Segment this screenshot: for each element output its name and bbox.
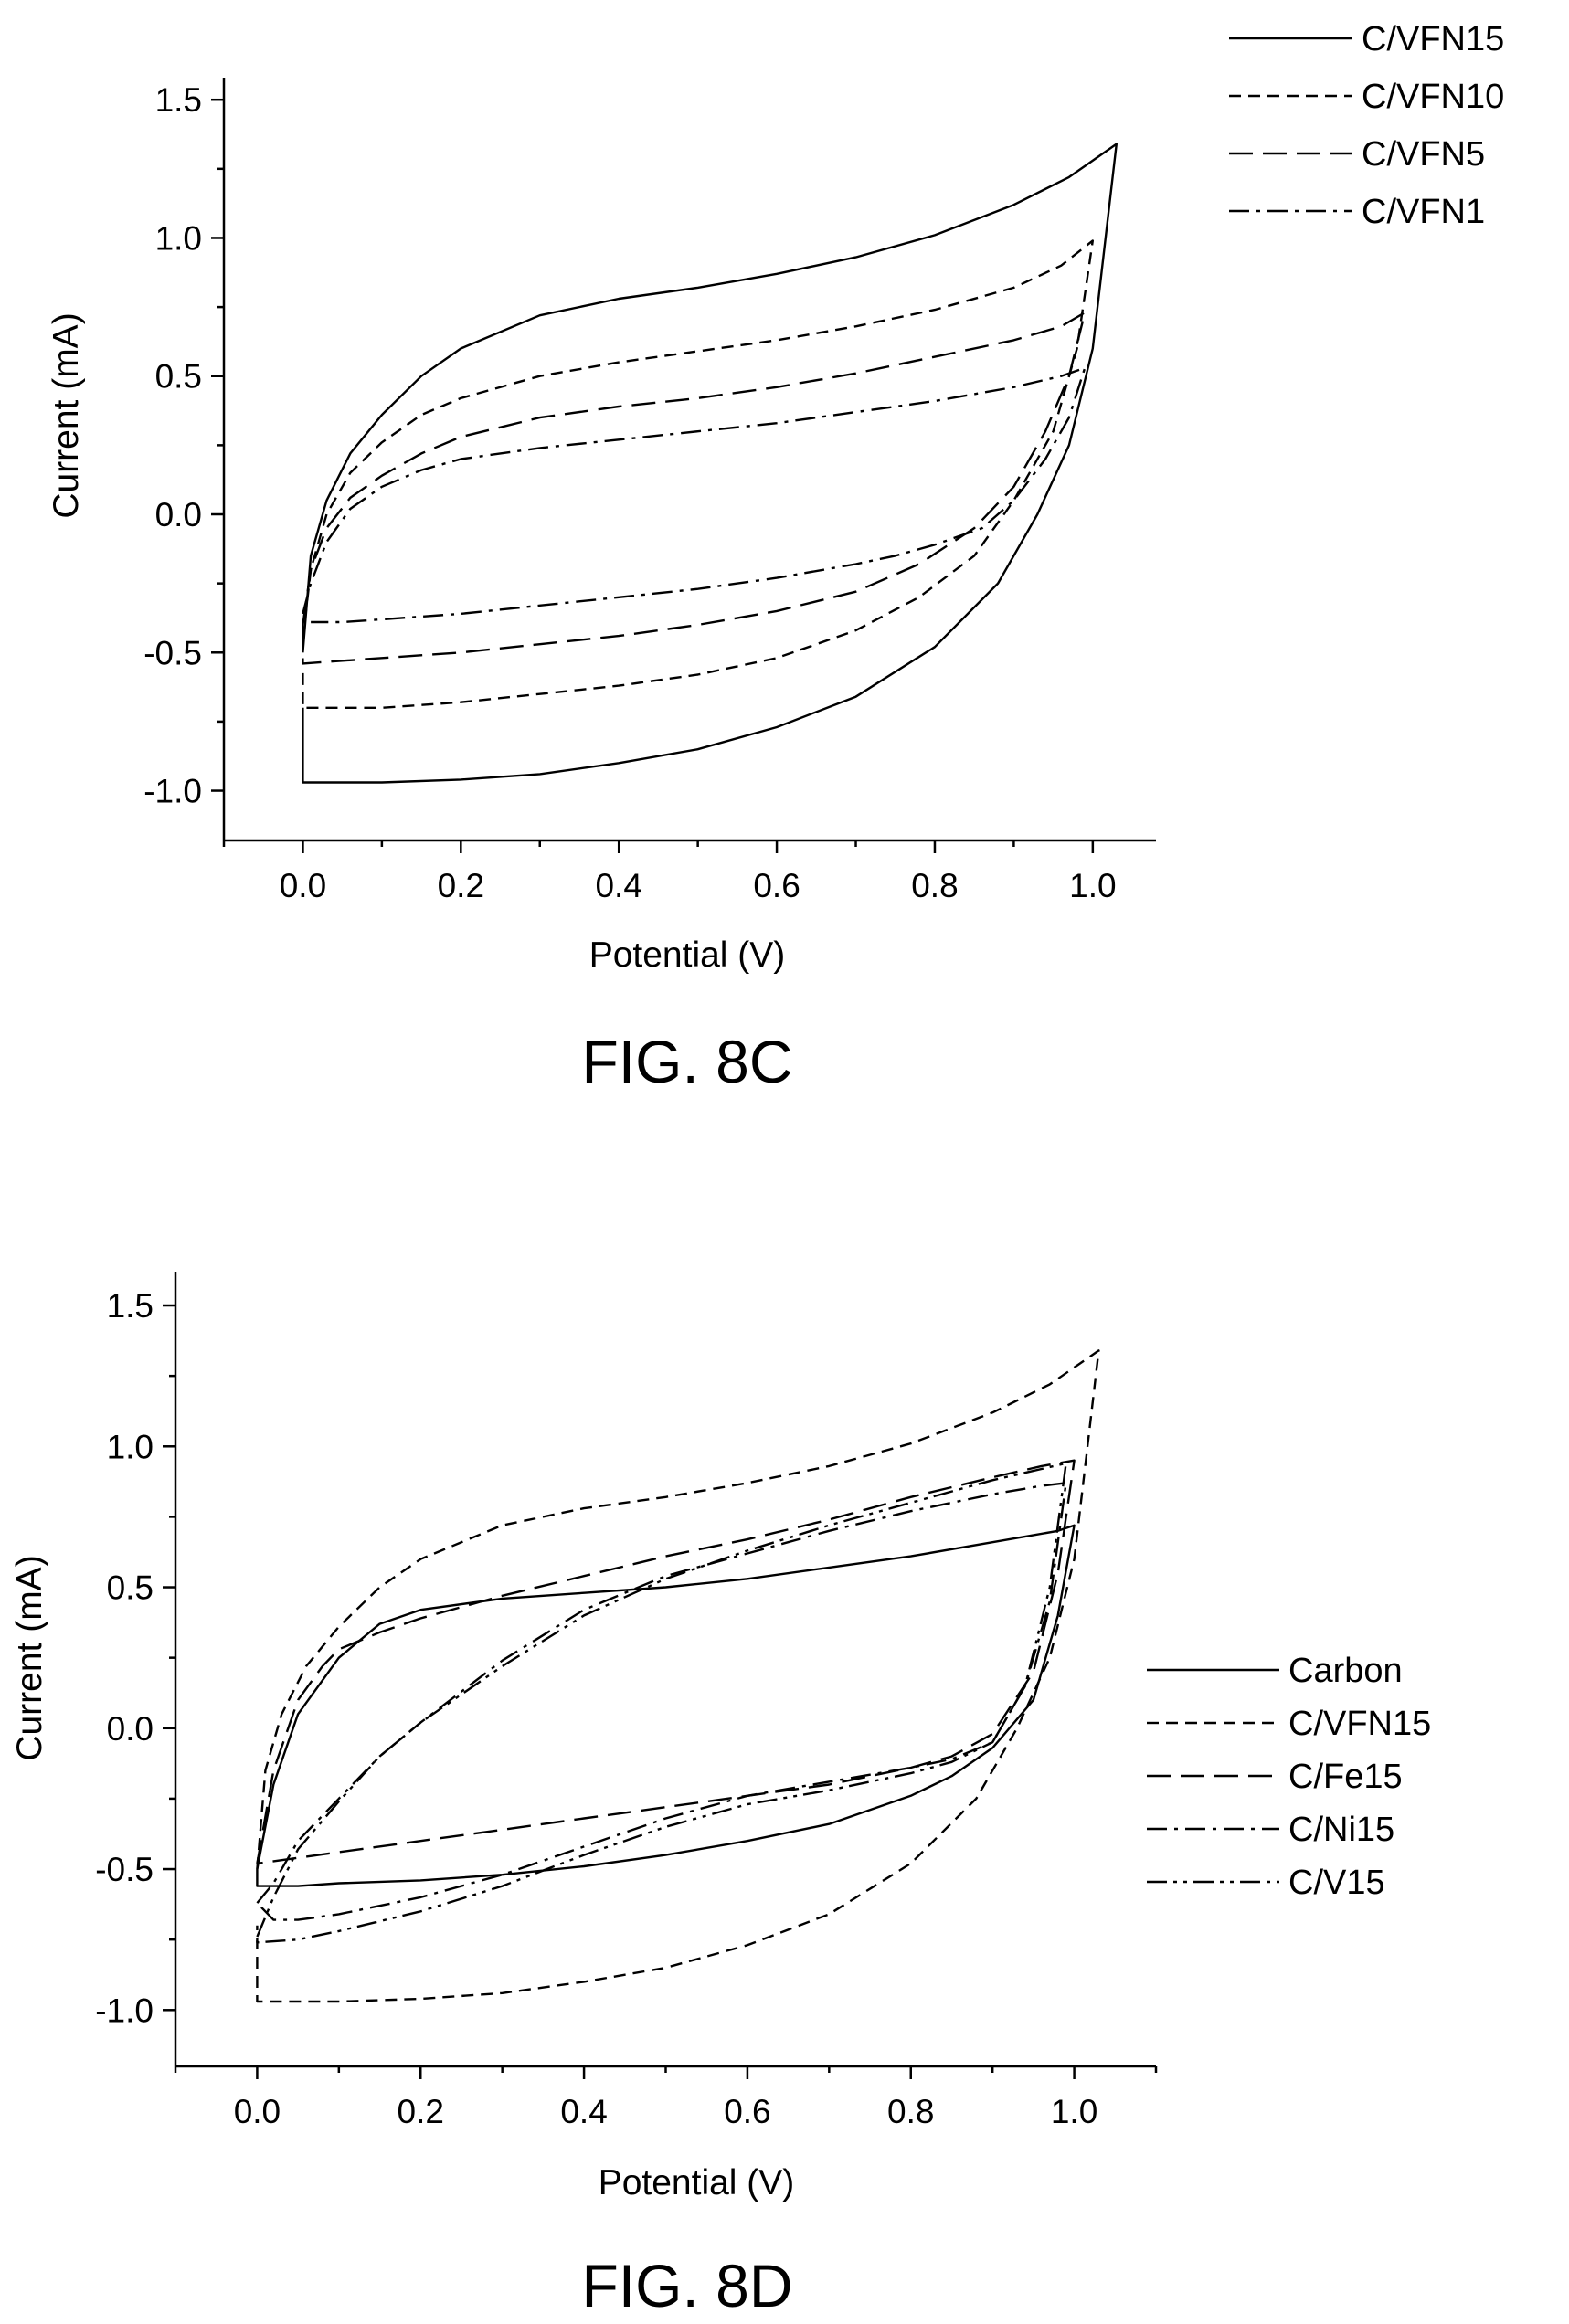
- x-tick-label: 0.4: [560, 2093, 607, 2130]
- chart-8d: Current (mA) Potential (V) FIG. 8D -1.0 -…: [10, 1272, 1431, 2319]
- legend-label: C/Ni15: [1288, 1811, 1394, 1849]
- chart-8d-ylabel: Current (mA): [10, 1555, 49, 1760]
- y-tick-label: 1.0: [155, 219, 202, 257]
- series-line-carbon: [256, 1524, 1076, 1887]
- series-line-c-fe15: [256, 1459, 1076, 1865]
- legend-label: C/VFN5: [1362, 135, 1485, 174]
- y-tick-label: 1.5: [107, 1287, 154, 1325]
- x-tick-label: 0.8: [887, 2093, 934, 2130]
- legend-label: Carbon: [1288, 1652, 1403, 1690]
- series-line-c-vfn15: [302, 143, 1118, 784]
- y-tick-label: 1.0: [107, 1428, 154, 1465]
- y-tick-label: 0.0: [107, 1710, 154, 1748]
- x-tick-label: 0.2: [398, 2093, 444, 2130]
- legend-label: C/VFN1: [1362, 193, 1485, 231]
- y-tick-label: 0.0: [155, 496, 202, 533]
- x-tick-label: 0.0: [280, 867, 326, 904]
- x-tick-label: 0.4: [595, 867, 641, 904]
- chart-8d-xlabel: Potential (V): [599, 2163, 795, 2203]
- series-line-c-vfn15: [256, 1349, 1100, 2003]
- series-line-c-vfn5: [302, 312, 1087, 665]
- x-tick-label: 1.0: [1069, 867, 1116, 904]
- series-line-c-v15: [256, 1462, 1067, 1944]
- chart-8d-figure-caption: FIG. 8D: [581, 2252, 792, 2319]
- x-tick-label: 0.6: [724, 2093, 770, 2130]
- y-tick-label: 0.5: [107, 1569, 154, 1607]
- x-tick-label: 0.8: [911, 867, 958, 904]
- chart-8c: Current (mA) Potential (V) FIG. 8C -1.0 -…: [47, 20, 1504, 1095]
- legend-label: C/VFN15: [1288, 1705, 1431, 1743]
- chart-8c-ylabel: Current (mA): [47, 312, 86, 518]
- chart-8c-xlabel: Potential (V): [589, 935, 786, 975]
- series-line-c-vfn10: [302, 239, 1094, 709]
- y-tick-label: -0.5: [143, 634, 202, 671]
- legend-label: C/VFN10: [1362, 78, 1504, 116]
- legend-label: C/VFN15: [1362, 20, 1504, 58]
- x-tick-label: 1.0: [1051, 2093, 1097, 2130]
- x-tick-label: 0.0: [234, 2093, 281, 2130]
- series-line-c-ni15: [256, 1482, 1067, 1921]
- y-tick-label: 0.5: [155, 358, 202, 396]
- y-tick-label: 1.5: [155, 81, 202, 119]
- y-tick-label: -1.0: [95, 1991, 154, 2029]
- legend-label: C/V15: [1288, 1864, 1385, 1902]
- x-tick-label: 0.2: [438, 867, 484, 904]
- chart-8c-figure-caption: FIG. 8C: [581, 1028, 792, 1095]
- y-tick-label: -1.0: [143, 773, 202, 810]
- x-tick-label: 0.6: [753, 867, 800, 904]
- series-line-c-vfn1: [302, 366, 1087, 624]
- legend-label: C/Fe15: [1288, 1758, 1403, 1796]
- y-tick-label: -0.5: [95, 1851, 154, 1888]
